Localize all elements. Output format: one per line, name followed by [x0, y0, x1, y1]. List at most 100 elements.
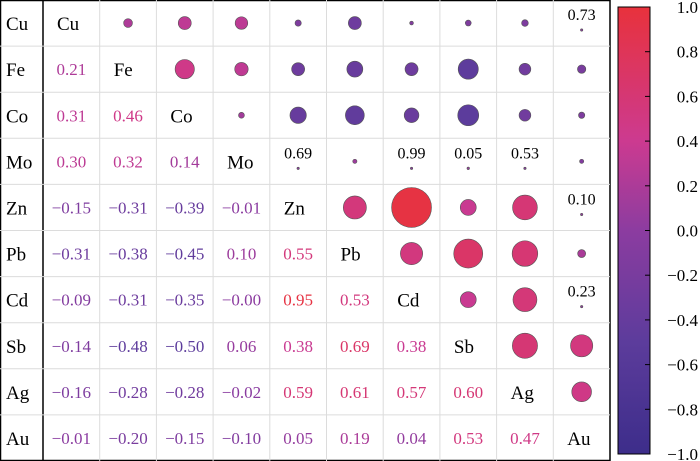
correlation-value: −0.10 — [222, 429, 261, 448]
colorbar-tick-label: 0.4 — [677, 132, 699, 151]
correlation-circle — [580, 305, 584, 309]
correlation-value: −0.00 — [222, 291, 261, 310]
correlation-circle — [345, 105, 365, 126]
correlation-circle — [512, 287, 538, 312]
circle-annotation: 0.69 — [284, 145, 312, 162]
row-label: Fe — [6, 60, 25, 81]
correlation-circle — [580, 28, 584, 32]
correlation-value: 0.04 — [397, 429, 427, 448]
correlation-value: 0.05 — [283, 429, 313, 448]
correlation-circle — [453, 238, 484, 269]
correlation-value: −0.20 — [108, 429, 147, 448]
correlation-circle — [577, 249, 586, 258]
correlation-circle — [518, 62, 532, 76]
colorbar-tick-label: 0.6 — [677, 87, 698, 106]
correlation-value: 0.06 — [227, 337, 257, 356]
correlation-value: 0.95 — [283, 291, 313, 310]
correlation-circle — [343, 195, 367, 220]
correlation-circle — [404, 62, 419, 76]
correlation-value: 0.19 — [340, 429, 370, 448]
correlation-value: −0.01 — [52, 429, 91, 448]
correlation-value: 0.69 — [340, 337, 370, 356]
correlation-circle — [571, 381, 592, 403]
grid-lines — [0, 0, 611, 461]
correlation-value: −0.31 — [108, 198, 147, 217]
correlation-circle — [391, 187, 432, 228]
correlation-value: −0.39 — [165, 198, 204, 217]
correlation-value: −0.48 — [108, 337, 147, 356]
correlation-value: 0.53 — [340, 291, 370, 310]
correlation-circle — [289, 106, 307, 124]
correlation-value: 0.32 — [113, 152, 143, 171]
correlation-circle — [294, 19, 302, 27]
row-label: Ag — [6, 383, 30, 404]
circle-annotation: 0.23 — [568, 284, 596, 301]
colorbar-tick-label: −0.2 — [667, 266, 698, 285]
correlation-circle — [570, 334, 594, 358]
diagonal-label: Au — [567, 429, 591, 450]
colorbar-tick-label: 1.0 — [677, 0, 698, 17]
correlation-circle — [457, 58, 479, 80]
correlation-value: 0.47 — [510, 429, 540, 448]
correlation-circle — [346, 60, 364, 78]
correlation-circle — [457, 104, 480, 127]
correlation-value: 0.31 — [56, 106, 86, 125]
correlation-value: −0.28 — [108, 383, 147, 402]
correlation-circle — [123, 18, 133, 28]
correlation-circle — [410, 166, 414, 170]
correlation-value: 0.53 — [453, 429, 483, 448]
colorbar-tick-label: 0.0 — [677, 222, 698, 241]
colorbar-tick-label: 0.2 — [677, 177, 698, 196]
correlation-circle — [177, 16, 192, 30]
diagonal-label: Ag — [511, 383, 535, 404]
matrix-cells: Cu Fe Co Mo Zn Pb Cd Sb Ag Au Cu Fe Co Mo Zn Pb Cd Sb Ag Au… — [6, 7, 596, 450]
correlation-circle — [459, 291, 477, 308]
colorbar: 1.0 0.8 0.6 0.4 0.2 0.0 −0.2 −0.4 −0.6 −0.8 −1.0 — [617, 0, 699, 461]
correlation-value: 0.55 — [283, 245, 313, 264]
row-label: Zn — [6, 198, 28, 219]
circle-annotation: 0.73 — [568, 7, 596, 24]
correlation-value: −0.35 — [165, 291, 204, 310]
correlation-circle — [577, 64, 587, 74]
row-label: Pb — [6, 245, 26, 266]
correlation-circle — [174, 59, 195, 80]
correlation-circle — [521, 19, 529, 27]
correlation-circle — [465, 19, 472, 27]
correlation-value: 0.30 — [56, 152, 86, 171]
correlation-circle — [238, 112, 245, 119]
colorbar-tick-label: −0.4 — [667, 311, 698, 330]
correlation-circle — [511, 240, 539, 267]
colorbar-gradient — [617, 6, 651, 455]
correlation-value: −0.15 — [52, 198, 91, 217]
row-label: Co — [6, 106, 28, 127]
correlation-circle — [523, 166, 527, 170]
correlation-value: −0.15 — [165, 429, 204, 448]
correlation-circle — [348, 16, 362, 30]
row-label: Mo — [6, 152, 32, 173]
diagonal-label: Sb — [454, 337, 474, 358]
correlation-value: −0.31 — [52, 245, 91, 264]
correlation-circle — [578, 111, 586, 119]
correlation-circle — [352, 158, 358, 164]
correlation-circle — [234, 62, 249, 77]
correlation-value: 0.21 — [56, 60, 86, 79]
row-label: Sb — [6, 337, 26, 358]
diagonal-label: Mo — [227, 152, 253, 173]
correlation-value: 0.59 — [283, 383, 313, 402]
correlation-circle — [291, 62, 305, 76]
correlation-value: −0.16 — [52, 383, 91, 402]
row-label: Cd — [6, 291, 29, 312]
correlation-value: 0.38 — [397, 337, 427, 356]
correlation-value: −0.45 — [165, 245, 204, 264]
correlation-value: −0.28 — [165, 383, 204, 402]
row-label: Au — [6, 429, 30, 450]
diagonal-label: Fe — [114, 60, 133, 81]
correlation-value: 0.14 — [170, 152, 200, 171]
correlation-circle — [234, 16, 249, 30]
correlation-circle — [409, 20, 414, 26]
correlation-value: −0.31 — [108, 291, 147, 310]
correlation-circle — [518, 109, 532, 122]
colorbar-tick-label: 0.8 — [677, 43, 698, 62]
correlation-value: −0.14 — [52, 337, 92, 356]
